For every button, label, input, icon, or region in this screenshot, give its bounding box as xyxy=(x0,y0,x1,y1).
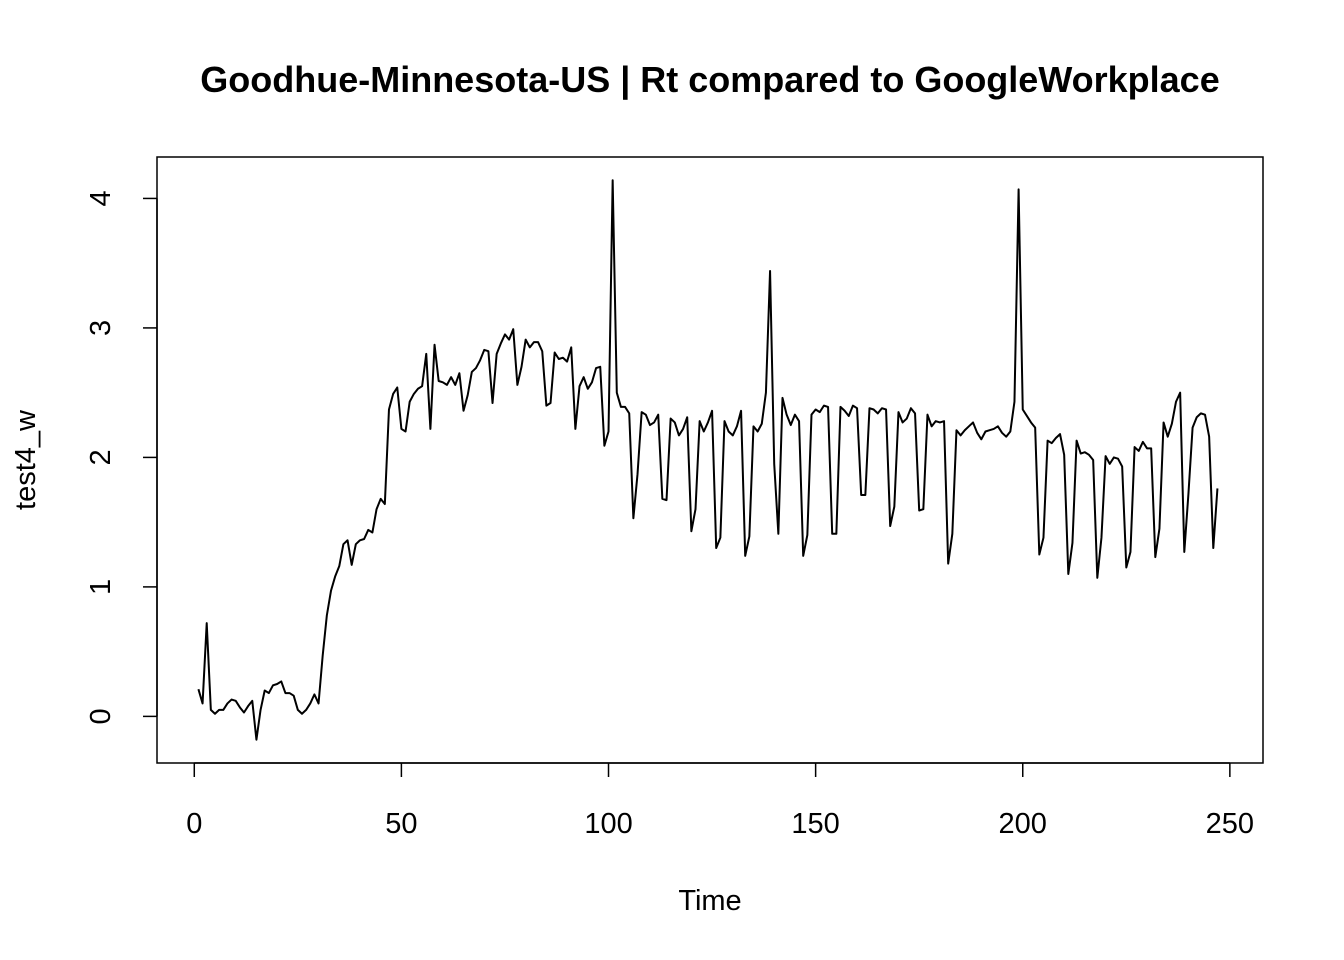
series-group xyxy=(197,179,1219,741)
y-tick-label: 0 xyxy=(85,708,117,724)
chart-title: Goodhue-Minnesota-US | Rt compared to Go… xyxy=(200,59,1219,101)
x-tick-label: 100 xyxy=(584,808,632,840)
y-axis: 0 1 2 3 4 xyxy=(85,190,158,724)
x-tick-label: 250 xyxy=(1206,808,1254,840)
x-axis: 0 50 100 150 200 250 xyxy=(186,762,1254,840)
y-tick-label: 3 xyxy=(85,320,117,336)
x-axis-label: Time xyxy=(678,885,741,917)
x-tick-label: 150 xyxy=(791,808,839,840)
y-axis-label: test4_w xyxy=(10,409,42,510)
x-tick-label: 200 xyxy=(999,808,1047,840)
y-tick-label: 4 xyxy=(85,190,117,206)
x-tick-label: 0 xyxy=(186,808,202,840)
y-tick-label: 1 xyxy=(85,579,117,595)
y-tick-label: 2 xyxy=(85,449,117,465)
series-line-test4_w xyxy=(197,179,1219,741)
x-tick-label: 50 xyxy=(385,808,417,840)
plot-frame xyxy=(156,156,1264,764)
